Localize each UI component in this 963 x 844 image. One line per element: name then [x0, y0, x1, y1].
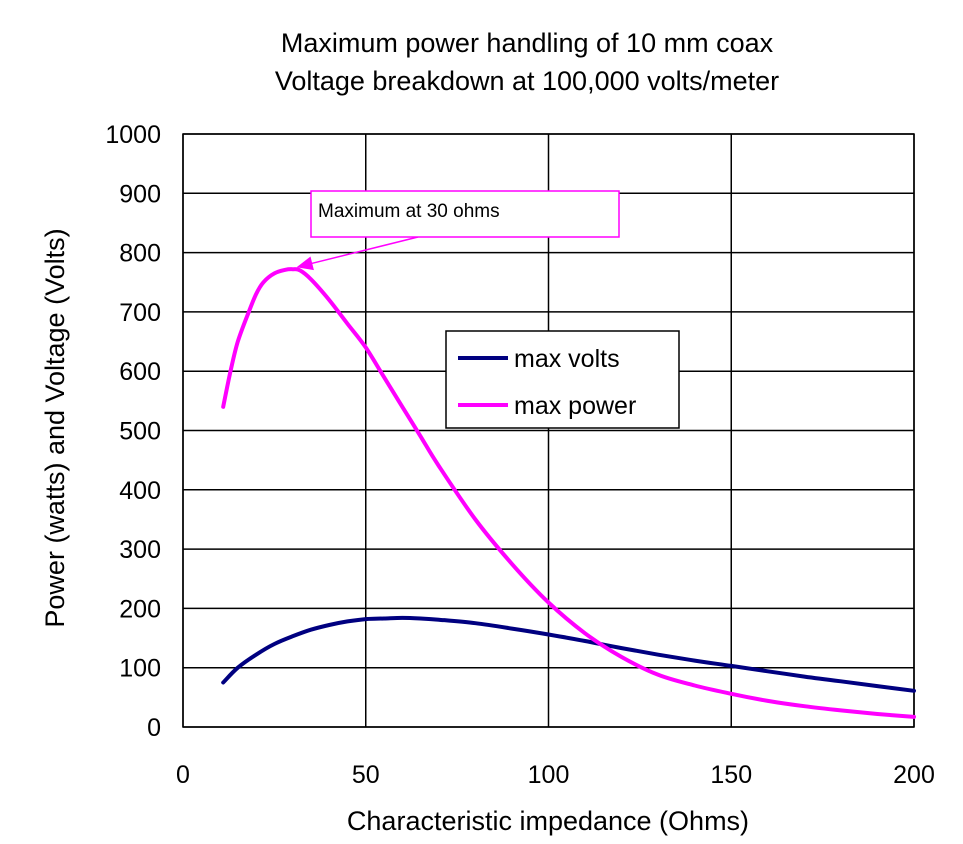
- y-tick-label: 0: [147, 714, 161, 742]
- y-tick-label: 400: [119, 477, 161, 505]
- series-line-max-power: [221, 267, 916, 719]
- y-tick-label: 1000: [105, 121, 161, 149]
- legend: max volts max power: [445, 330, 680, 429]
- x-axis-label: Characteristic impedance (Ohms): [347, 806, 749, 836]
- chart-title: Maximum power handling of 10 mm coax: [281, 28, 774, 58]
- chart-subtitle: Voltage breakdown at 100,000 volts/meter: [275, 66, 779, 96]
- series-line-max-volts: [221, 615, 916, 693]
- series-lines: [221, 267, 916, 719]
- annotation-leader-line: [308, 236, 419, 265]
- y-tick-label: 300: [119, 536, 161, 564]
- y-axis-label: Power (watts) and Voltage (Volts): [40, 228, 70, 627]
- y-tick-label: 700: [119, 299, 161, 327]
- x-tick-label: 50: [352, 761, 380, 789]
- y-tick-label: 800: [119, 240, 161, 268]
- annotation: Maximum at 30 ohms: [296, 190, 620, 271]
- legend-label-max-volts: max volts: [514, 345, 620, 373]
- x-tick-label: 100: [528, 761, 570, 789]
- x-tick-label: 0: [176, 761, 190, 789]
- legend-box: [445, 330, 680, 429]
- y-tick-label: 500: [119, 418, 161, 446]
- y-tick-label: 600: [119, 358, 161, 386]
- annotation-text: Maximum at 30 ohms: [318, 201, 500, 222]
- y-tick-label: 100: [119, 655, 161, 683]
- annotation-arrowhead: [296, 256, 314, 271]
- x-tick-label: 150: [710, 761, 752, 789]
- axis-ticks: 0 100 200 300 400 500 600 700 800 900 1000 0 50 100 15…: [105, 121, 934, 789]
- y-tick-label: 900: [119, 180, 161, 208]
- annotation-box: [310, 190, 620, 238]
- y-tick-label: 200: [119, 595, 161, 623]
- x-tick-label: 200: [893, 761, 935, 789]
- legend-label-max-power: max power: [514, 392, 636, 420]
- plot-area: [182, 133, 915, 728]
